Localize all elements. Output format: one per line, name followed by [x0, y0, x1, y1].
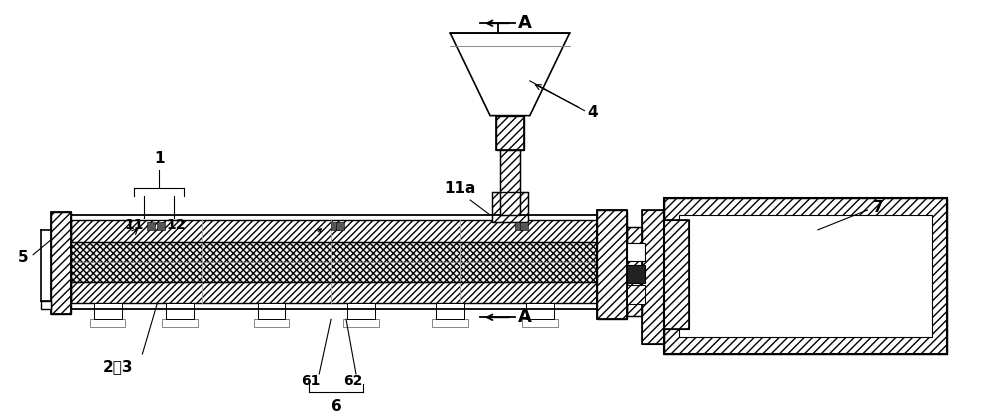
Bar [258, 303, 285, 319]
Bar [90, 319, 125, 327]
Bar [492, 192, 528, 222]
Bar [147, 222, 155, 230]
Text: 1: 1 [154, 151, 165, 166]
Text: 6: 6 [331, 399, 341, 414]
Text: A: A [518, 308, 532, 326]
Bar [51, 212, 71, 314]
Bar [679, 215, 932, 337]
Bar [496, 116, 524, 150]
Bar [496, 116, 524, 150]
Bar [627, 227, 642, 316]
Bar [166, 303, 194, 319]
Text: 2、3: 2、3 [102, 359, 133, 374]
Text: 12: 12 [166, 218, 186, 232]
Bar [500, 150, 520, 215]
Bar [336, 222, 344, 230]
Bar [432, 319, 468, 327]
Bar [597, 210, 627, 319]
Bar [254, 319, 289, 327]
Bar [343, 319, 379, 327]
Text: 4: 4 [587, 105, 598, 120]
Bar [436, 303, 464, 319]
Bar [492, 192, 528, 222]
Bar [642, 210, 664, 344]
Bar [642, 210, 664, 344]
Bar [526, 303, 554, 319]
Bar [664, 198, 947, 354]
Bar [41, 302, 51, 310]
Bar [157, 222, 165, 230]
Bar [162, 319, 198, 327]
Bar [331, 222, 339, 230]
Bar [664, 198, 947, 354]
Bar [597, 210, 627, 319]
Bar [71, 281, 597, 303]
Bar [522, 319, 558, 327]
Text: 5: 5 [18, 250, 28, 265]
Bar [71, 215, 597, 310]
Text: A: A [518, 14, 532, 32]
Text: 7: 7 [873, 200, 883, 215]
Text: 61: 61 [302, 374, 321, 388]
Polygon shape [450, 33, 570, 116]
Bar [664, 220, 689, 329]
Bar [71, 220, 597, 242]
Bar [515, 222, 523, 230]
Bar [347, 303, 375, 319]
Bar [627, 227, 642, 316]
Bar [627, 265, 645, 283]
Bar [627, 284, 645, 304]
Text: 62: 62 [343, 374, 363, 388]
Text: 11: 11 [125, 218, 144, 232]
Bar [500, 150, 520, 215]
Bar [627, 243, 645, 261]
Bar [94, 303, 122, 319]
Bar [51, 212, 71, 314]
Bar [520, 222, 528, 230]
Bar [664, 220, 689, 329]
Text: 11a: 11a [445, 181, 476, 196]
Bar [71, 242, 597, 281]
